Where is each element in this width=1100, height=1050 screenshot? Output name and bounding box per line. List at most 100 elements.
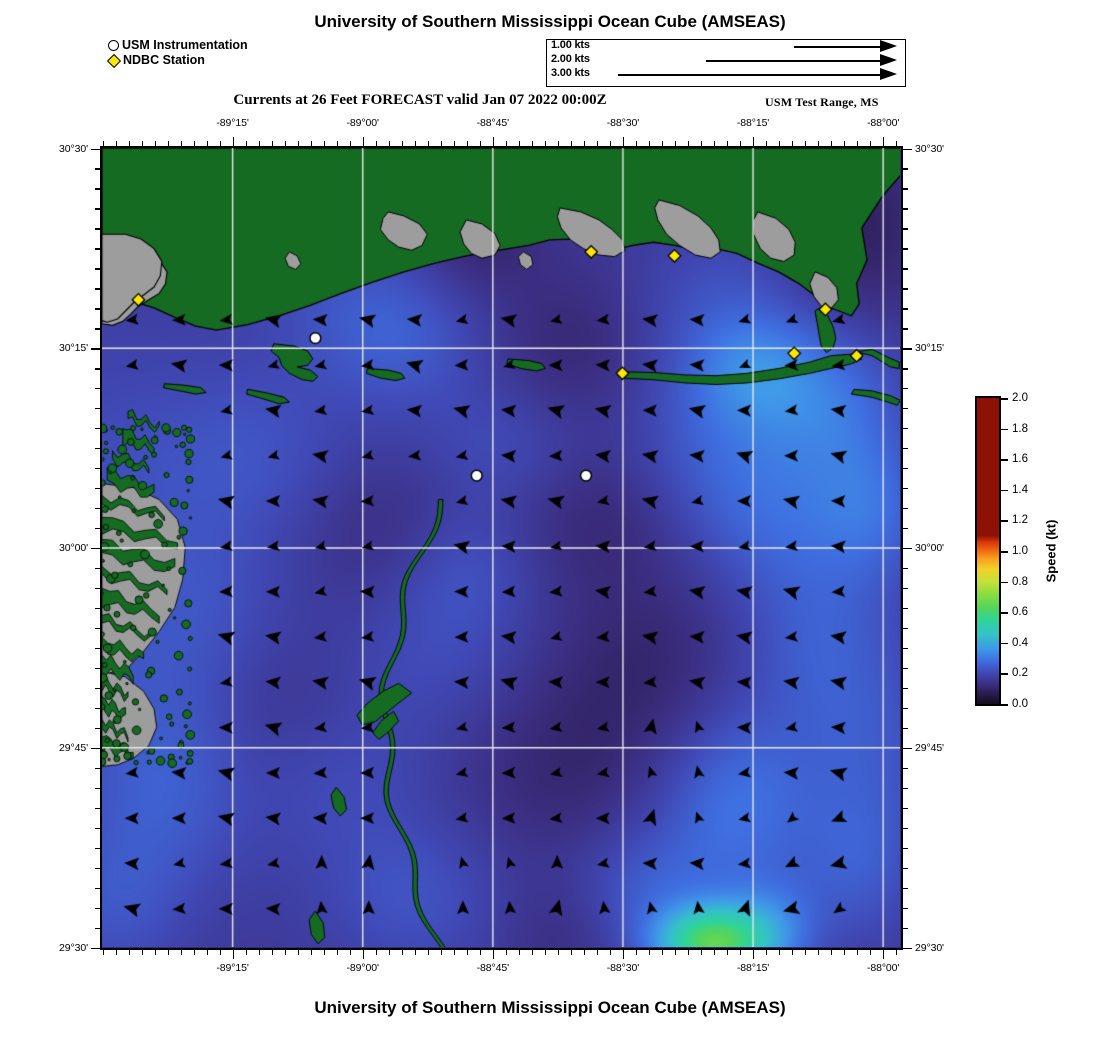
- x-axis-minor-tick: [323, 950, 325, 955]
- colorbar-tick: [1001, 581, 1008, 584]
- x-axis-minor-tick: [570, 950, 573, 955]
- x-axis-minor-tick: [297, 141, 299, 146]
- x-axis-minor-tick: [271, 950, 273, 955]
- y-axis-minor-tick: [95, 228, 100, 230]
- x-axis-minor-tick: [714, 141, 716, 146]
- colorbar-tick-label: 0.0: [1012, 698, 1028, 710]
- legend-label-ndbc: NDBC Station: [123, 53, 205, 67]
- x-axis-minor-tick: [206, 950, 208, 955]
- x-axis-minor-tick: [701, 950, 703, 955]
- y-axis-minor-tick: [95, 767, 100, 770]
- x-axis-minor-tick: [206, 141, 208, 146]
- y-axis-minor-tick: [95, 827, 100, 829]
- vector-legend-row: 2.00 kts: [547, 53, 905, 68]
- x-axis-major-tick: [362, 137, 364, 146]
- colorbar-tick: [1001, 520, 1008, 522]
- vector-tail-3: [618, 74, 880, 76]
- y-axis-minor-tick: [903, 787, 908, 789]
- y-axis-minor-tick: [903, 927, 908, 929]
- vector-scale-legend: 1.00 kts 2.00 kts 3.00 kts: [546, 39, 906, 87]
- colorbar-tick-label: 1.0: [1012, 545, 1028, 557]
- y-axis-tick-label: 30°15': [915, 342, 944, 355]
- x-axis-minor-tick: [805, 141, 807, 146]
- y-axis-minor-tick: [903, 907, 908, 909]
- x-axis-minor-tick: [102, 141, 104, 146]
- colorbar-tick: [1001, 489, 1008, 492]
- colorbar-title: Speed (kt): [1043, 519, 1059, 583]
- x-axis-major-tick: [232, 137, 234, 146]
- y-axis-minor-tick: [95, 887, 100, 889]
- x-axis-minor-tick: [258, 950, 260, 955]
- y-axis-minor-tick: [95, 707, 100, 710]
- x-axis-minor-tick: [297, 950, 299, 955]
- y-axis-minor-tick: [95, 528, 100, 530]
- x-axis-minor-tick: [635, 950, 638, 955]
- vector-tail-1: [794, 46, 880, 48]
- y-axis-major-tick: [903, 548, 912, 550]
- map-plot-area[interactable]: [100, 146, 903, 950]
- x-axis-minor-tick: [779, 141, 781, 146]
- y-axis-minor-tick: [903, 627, 908, 630]
- y-axis-minor-tick: [95, 847, 100, 849]
- region-label: USM Test Range, MS: [765, 95, 879, 109]
- x-axis-minor-tick: [375, 141, 378, 146]
- y-axis-minor-tick: [95, 408, 100, 410]
- x-axis-minor-tick: [414, 141, 417, 146]
- vector-arrowhead-1: [880, 40, 897, 52]
- x-axis-minor-tick: [544, 141, 547, 146]
- y-axis-minor-tick: [95, 468, 100, 470]
- y-axis-minor-tick: [903, 607, 908, 610]
- y-axis-minor-tick: [95, 388, 100, 390]
- x-axis-major-tick: [753, 137, 755, 146]
- vector-arrowhead-3: [880, 68, 897, 80]
- x-axis-minor-tick: [128, 950, 130, 955]
- x-axis-minor-tick: [687, 141, 690, 146]
- x-axis-minor-tick: [779, 950, 781, 955]
- y-axis-minor-tick: [903, 887, 908, 889]
- vector-legend-row: 1.00 kts: [547, 39, 905, 54]
- y-axis-minor-tick: [95, 927, 100, 929]
- x-axis-minor-tick: [609, 950, 612, 955]
- y-axis-minor-tick: [903, 268, 908, 270]
- y-axis-minor-tick: [903, 168, 908, 170]
- y-axis-minor-tick: [903, 867, 908, 869]
- x-axis-minor-tick: [336, 950, 338, 955]
- x-axis-minor-tick: [544, 950, 547, 955]
- x-axis-minor-tick: [674, 141, 677, 146]
- y-axis-tick-label: 30°00': [59, 542, 88, 554]
- x-axis-tick-label: -88°00': [866, 962, 900, 974]
- legend-label-usm: USM Instrumentation: [122, 38, 248, 52]
- x-axis-minor-tick: [701, 141, 703, 146]
- y-axis-major-tick: [903, 747, 912, 750]
- x-axis-minor-tick: [870, 141, 872, 146]
- y-axis-minor-tick: [95, 867, 100, 869]
- y-axis-major-tick: [903, 148, 912, 150]
- x-axis-minor-tick: [818, 950, 820, 955]
- x-axis-minor-tick: [805, 950, 807, 955]
- x-axis-major-tick: [753, 950, 755, 959]
- x-axis-minor-tick: [284, 141, 286, 146]
- vector-legend-label-3: 3.00 kts: [551, 67, 590, 79]
- y-axis-minor-tick: [903, 468, 908, 470]
- x-axis-major-tick: [883, 950, 885, 959]
- y-axis-minor-tick: [903, 308, 908, 310]
- x-axis-minor-tick: [128, 141, 130, 146]
- y-axis-major-tick: [91, 548, 100, 550]
- x-axis-minor-tick: [180, 950, 182, 955]
- x-axis-minor-tick: [284, 950, 286, 955]
- x-axis-minor-tick: [453, 950, 456, 955]
- x-axis-minor-tick: [180, 141, 182, 146]
- x-axis-minor-tick: [648, 141, 651, 146]
- y-axis-tick-label: 30°30': [915, 142, 944, 155]
- x-axis-minor-tick: [505, 141, 508, 146]
- x-axis-minor-tick: [141, 141, 143, 146]
- x-axis-minor-tick: [479, 141, 482, 146]
- colorbar-tick: [1001, 612, 1008, 614]
- x-axis-minor-tick: [857, 950, 859, 955]
- y-axis-minor-tick: [95, 328, 100, 330]
- x-axis-major-tick: [232, 950, 234, 959]
- current-speed-map: [102, 148, 900, 947]
- x-axis-minor-tick: [453, 141, 456, 146]
- x-axis-minor-tick: [479, 950, 482, 955]
- x-axis-minor-tick: [648, 950, 651, 955]
